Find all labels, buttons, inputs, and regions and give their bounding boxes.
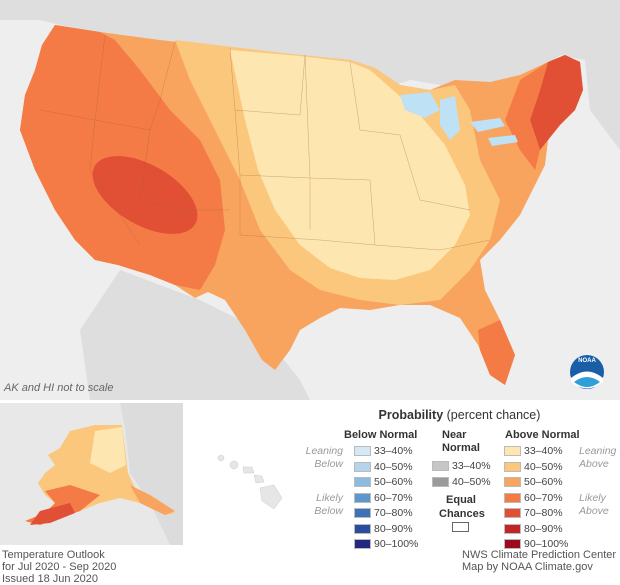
above-normal-swatch-label: 40–50% — [524, 460, 563, 473]
florida-above-normal-60-70 — [478, 320, 515, 385]
above-normal-swatch — [504, 539, 521, 549]
alaska-above-normal-33-40 — [90, 427, 126, 473]
above-normal-swatch — [504, 523, 521, 534]
footer-issued: Issued 18 Jun 2020 — [2, 573, 99, 585]
conus-map — [0, 0, 620, 400]
above-normal-swatch-label: 33–40% — [524, 445, 563, 457]
alaska-panhandle — [130, 485, 175, 515]
scale-note: AK and HI not to scale — [4, 382, 114, 394]
near-normal-header: Near Normal — [442, 429, 480, 455]
above-normal-swatch — [504, 446, 521, 456]
above-normal-swatch-label: 50–60% — [524, 476, 563, 488]
above-normal-swatch-label: 80–90% — [524, 522, 563, 535]
likely-below-label: Likely Below — [303, 492, 343, 518]
near-normal-swatch — [432, 476, 449, 487]
footer-period: for Jul 2020 - Sep 2020 — [2, 561, 117, 573]
noaa-logo — [570, 355, 604, 389]
footer-source: NWS Climate Prediction Center — [462, 549, 617, 561]
leaning-above-line1: Leaning — [579, 445, 617, 457]
northeast-above-normal-70-80 — [530, 55, 583, 150]
near-normal-swatch — [432, 461, 449, 471]
above-normal-swatch — [504, 477, 521, 487]
above-normal-swatch-label: 90–100% — [524, 538, 569, 550]
below-normal-swatch-label: 90–100% — [374, 538, 419, 550]
leaning-below-label: Leaning Below — [303, 445, 343, 471]
great-lakes — [400, 92, 518, 146]
legend-panel: Probability (percent chance) Below Norma… — [299, 403, 620, 550]
northeast-above-normal-60-70 — [505, 62, 548, 170]
legend-title-rest: (percent chance) — [446, 408, 541, 422]
alaska-map — [25, 403, 183, 545]
below-normal-swatch-label: 70–80% — [374, 507, 413, 519]
noaa-logo-text: NOAA — [578, 358, 596, 364]
near-normal-swatch-label: 40–50% — [452, 475, 491, 488]
below-normal-swatch — [354, 461, 371, 472]
above-normal-swatch — [504, 492, 521, 503]
great-basin-above-normal-70-80 — [92, 156, 198, 234]
equal-chances-header: Equal Chances — [439, 493, 485, 521]
below-normal-swatch-label: 60–70% — [374, 491, 413, 504]
below-normal-swatch-label: 50–60% — [374, 476, 413, 488]
below-normal-swatch — [354, 508, 371, 518]
below-normal-header: Below Normal — [344, 429, 418, 441]
mexico-landmass — [80, 270, 310, 400]
legend-title: Probability (percent chance) — [299, 408, 620, 422]
above-normal-swatch — [504, 461, 521, 472]
equal-chances-line1: Equal — [446, 494, 476, 506]
equal-chances-line2: Chances — [439, 508, 485, 520]
below-normal-swatch — [354, 477, 371, 487]
alaska-above-normal-70-80 — [30, 503, 75, 525]
canada-landmass — [0, 0, 620, 150]
main-map-panel: AK and HI not to scale NOAA — [0, 0, 620, 400]
near-normal-swatch-label: 33–40% — [452, 460, 491, 472]
state-boundaries — [39, 34, 491, 251]
likely-below-line2: Below — [314, 505, 343, 517]
below-normal-swatch — [354, 492, 371, 503]
leaning-below-line1: Leaning — [305, 445, 343, 457]
footer-right: NWS Climate Prediction Center Map by NOA… — [462, 549, 616, 573]
near-normal-header-line1: Near — [442, 429, 467, 441]
above-normal-header: Above Normal — [505, 429, 580, 441]
legend-title-bold: Probability — [378, 408, 444, 422]
leaning-above-line2: Above — [579, 458, 609, 470]
below-normal-swatch — [354, 523, 371, 534]
above-normal-swatch-label: 60–70% — [524, 491, 563, 504]
below-normal-swatch-label: 40–50% — [374, 460, 413, 473]
hawaii-inset — [186, 403, 296, 545]
likely-above-line1: Likely — [579, 492, 606, 504]
likely-above-label: Likely Above — [579, 492, 609, 518]
hawaii-map — [217, 454, 283, 510]
likely-below-line1: Likely — [316, 492, 343, 504]
footer-credit: Map by NOAA Climate.gov — [462, 561, 593, 573]
below-normal-swatch — [354, 539, 371, 549]
leaning-below-line2: Below — [314, 458, 343, 470]
near-normal-header-line2: Normal — [442, 442, 480, 454]
above-normal-swatch-label: 70–80% — [524, 507, 563, 519]
equal-chances-swatch — [452, 522, 469, 532]
above-normal-swatch — [504, 508, 521, 518]
below-normal-swatch — [354, 446, 371, 456]
footer-left: Temperature Outlook for Jul 2020 - Sep 2… — [2, 549, 116, 585]
alaska-inset — [0, 403, 183, 545]
likely-above-line2: Above — [579, 505, 609, 517]
below-normal-swatch-label: 33–40% — [374, 445, 413, 457]
footer-title: Temperature Outlook — [2, 549, 105, 561]
below-normal-swatch-label: 80–90% — [374, 522, 413, 535]
leaning-above-label: Leaning Above — [579, 445, 616, 471]
